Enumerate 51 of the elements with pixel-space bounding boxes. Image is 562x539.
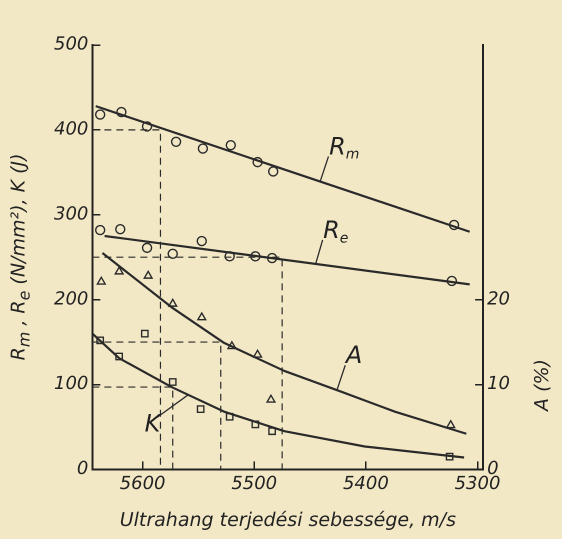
point [198, 143, 208, 154]
x-tick-label: 5600 [120, 472, 166, 494]
point [446, 276, 458, 286]
y-tick-label: 100 [54, 373, 88, 394]
annotation: K [144, 409, 163, 438]
point [197, 312, 206, 320]
point [224, 251, 235, 262]
y-tick-label: 300 [54, 203, 88, 224]
point [115, 224, 126, 234]
point [140, 330, 149, 338]
y2-tick-label: 10 [487, 373, 510, 394]
x-tick-label: 5500 [231, 472, 278, 494]
annotation: A [344, 341, 362, 370]
point [266, 394, 276, 403]
point [114, 266, 124, 275]
point [252, 156, 263, 168]
y-tick-label: 200 [54, 288, 88, 310]
point [250, 251, 261, 262]
point [226, 140, 236, 150]
point [268, 427, 276, 436]
point [252, 350, 262, 358]
point [170, 136, 182, 147]
point [142, 121, 152, 132]
point [142, 242, 152, 254]
point [96, 336, 104, 344]
point [196, 405, 205, 414]
y-tick-label: 0 [76, 458, 88, 480]
point [144, 270, 153, 279]
x-axis-title: Ultrahang terjedési sebessége, m/s [120, 509, 456, 531]
point [116, 106, 127, 118]
x-tick-label: 5400 [342, 472, 389, 494]
y2-tick-label: 20 [487, 288, 510, 310]
point [94, 224, 106, 236]
point [168, 248, 178, 260]
point [268, 166, 278, 177]
y2-axis-title: A (%) [530, 358, 553, 410]
point [227, 341, 237, 350]
point [168, 378, 177, 386]
y-tick-label: 400 [54, 118, 88, 140]
point [266, 252, 278, 264]
point [168, 298, 178, 307]
point [196, 236, 207, 246]
point [96, 276, 106, 285]
y-tick-label: 500 [54, 34, 88, 55]
point [448, 220, 460, 230]
point [251, 420, 260, 428]
point [226, 412, 234, 421]
point [446, 452, 454, 461]
point [115, 352, 124, 360]
point [446, 420, 456, 428]
point [94, 109, 106, 120]
